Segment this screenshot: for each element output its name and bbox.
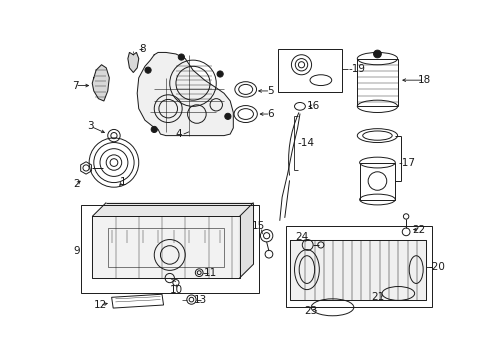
Text: 18: 18 (417, 75, 431, 85)
Bar (108, 228, 224, 266)
Text: 21: 21 (371, 292, 384, 302)
Bar (286, 226, 432, 307)
Text: -20: -20 (429, 261, 445, 271)
Text: -14: -14 (297, 138, 315, 148)
Text: 11: 11 (203, 267, 217, 278)
Polygon shape (92, 65, 109, 101)
Text: 16: 16 (307, 101, 320, 111)
Polygon shape (290, 239, 425, 300)
Circle shape (178, 54, 184, 60)
Polygon shape (92, 203, 253, 216)
Text: 24: 24 (295, 232, 308, 242)
Text: 23: 23 (304, 306, 318, 316)
Circle shape (145, 67, 151, 73)
Bar (81, 205, 259, 293)
Text: 10: 10 (170, 285, 182, 294)
Text: 8: 8 (139, 44, 146, 54)
Polygon shape (128, 53, 139, 72)
Text: 9: 9 (74, 246, 80, 256)
Text: 13: 13 (194, 294, 207, 305)
Text: 22: 22 (413, 225, 426, 235)
Text: 5: 5 (267, 86, 274, 96)
Text: 3: 3 (87, 121, 94, 131)
Bar (278, 49, 342, 92)
Polygon shape (240, 203, 253, 278)
Bar (360, 163, 395, 199)
Text: 12: 12 (94, 300, 107, 310)
Text: -17: -17 (398, 158, 416, 167)
Text: 7: 7 (72, 81, 78, 91)
Text: 6: 6 (267, 109, 274, 119)
Circle shape (151, 126, 157, 132)
Text: 4: 4 (176, 129, 182, 139)
Text: 15: 15 (252, 221, 266, 231)
Text: 2: 2 (74, 179, 80, 189)
Circle shape (217, 71, 223, 77)
Text: 1: 1 (120, 177, 126, 187)
Polygon shape (137, 53, 233, 136)
Text: -19: -19 (349, 64, 366, 73)
Circle shape (373, 50, 381, 58)
Bar (357, 59, 397, 106)
Polygon shape (92, 216, 240, 278)
Circle shape (225, 113, 231, 120)
